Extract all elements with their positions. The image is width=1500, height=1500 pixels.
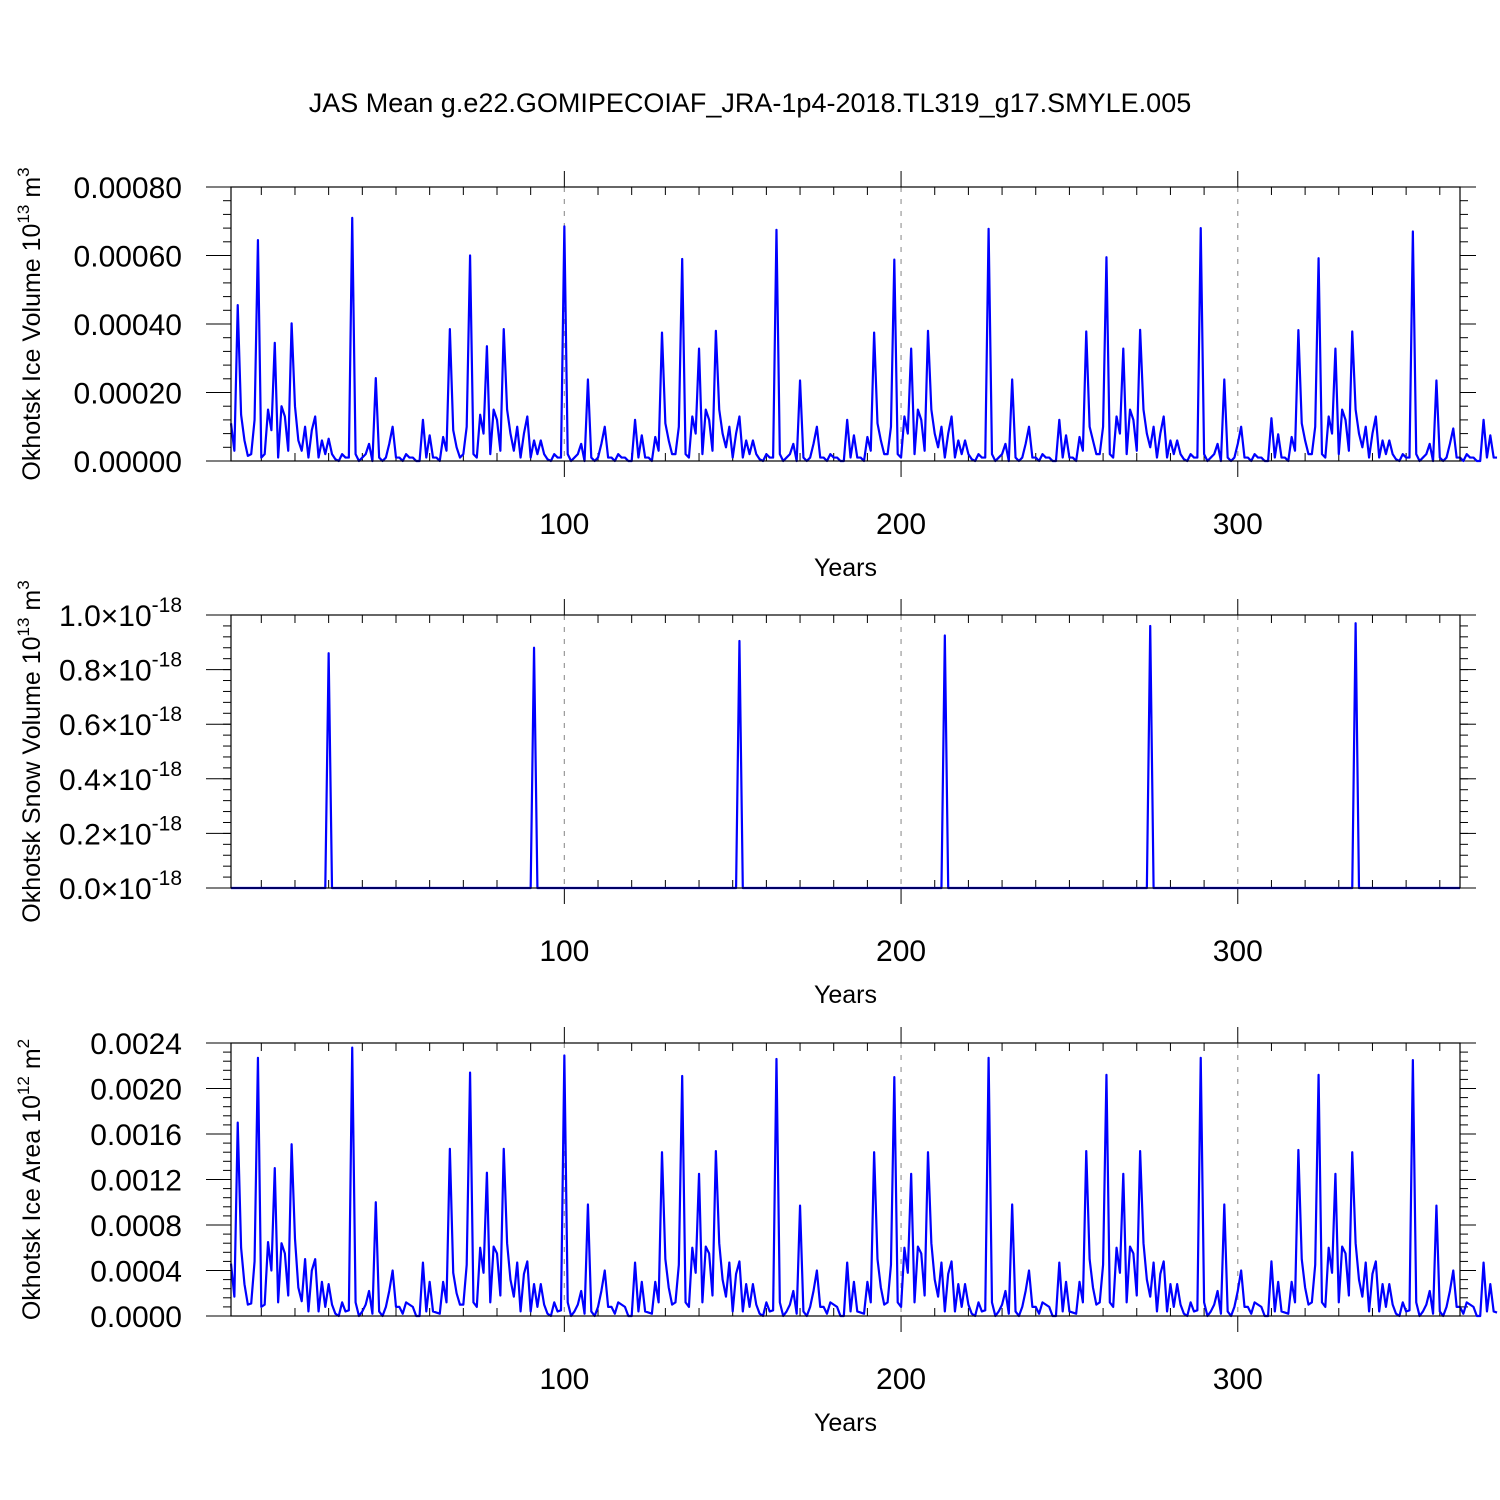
x-axis-label: Years	[814, 1409, 877, 1437]
x-tick-label: 100	[539, 1363, 589, 1396]
y-tick-label: 0.4×10-18	[59, 758, 182, 797]
panel-ice-volume: 100 200 300 0.00000 0.00020 0.00040 0.00060 0.0…	[14, 167, 1498, 582]
y-tick-label: 0.00020	[74, 378, 182, 411]
y-tick-label: 1.0×10-18	[59, 594, 182, 633]
y-tick-label: 0.2×10-18	[59, 812, 182, 851]
y-tick-label: 0.00000	[74, 446, 182, 479]
y-tick-label: 0.0000	[90, 1301, 182, 1334]
y-tick-label: 0.00060	[74, 241, 182, 274]
x-axis-label: Years	[814, 554, 877, 582]
y-tick-label: 0.0004	[90, 1256, 182, 1289]
panel-ice-area: 100 200 300 0.0000 0.0004 0.0008 0.0012 0.0016 0…	[14, 1027, 1498, 1437]
plot-frame	[230, 186, 1461, 462]
x-axis-label: Years	[814, 981, 877, 1009]
x-tick-label: 200	[876, 508, 926, 541]
y-axis-label: Okhotsk Snow Volume 1013 m3	[14, 580, 46, 922]
plot-frame	[230, 614, 1461, 889]
y-axis-label: Okhotsk Ice Volume 1013 m3	[14, 167, 46, 480]
x-tick-label: 100	[539, 935, 589, 968]
y-tick-label: 0.0012	[90, 1165, 182, 1198]
y-tick-label: 0.6×10-18	[59, 703, 182, 742]
plot-frame	[230, 1042, 1461, 1317]
y-tick-label: 0.0016	[90, 1119, 182, 1152]
y-tick-label: 0.0020	[90, 1074, 182, 1107]
y-axis-label: Okhotsk Ice Area 1012 m2	[14, 1039, 46, 1320]
y-tick-label: 0.00080	[74, 172, 182, 205]
x-tick-label: 200	[876, 935, 926, 968]
chart-title: JAS Mean g.e22.GOMIPECOIAF_JRA-1p4-2018.…	[309, 88, 1191, 118]
y-tick-label: 0.0×10-18	[59, 867, 182, 906]
x-tick-label: 200	[876, 1363, 926, 1396]
y-tick-label: 0.00040	[74, 309, 182, 342]
panel-snow-volume: 100 200 300 0.0×10-18 0.2×10-18 0.4×10-18 0.6×…	[14, 580, 1476, 1009]
series-line	[231, 622, 1460, 890]
y-tick-label: 0.8×10-18	[59, 649, 182, 688]
y-tick-label: 0.0024	[90, 1028, 182, 1061]
series-line	[229, 216, 1498, 463]
x-tick-label: 300	[1213, 508, 1263, 541]
x-tick-label: 300	[1213, 1363, 1263, 1396]
x-tick-label: 100	[539, 508, 589, 541]
x-tick-label: 300	[1213, 935, 1263, 968]
y-tick-label: 0.0008	[90, 1210, 182, 1243]
series-line	[229, 1046, 1498, 1318]
